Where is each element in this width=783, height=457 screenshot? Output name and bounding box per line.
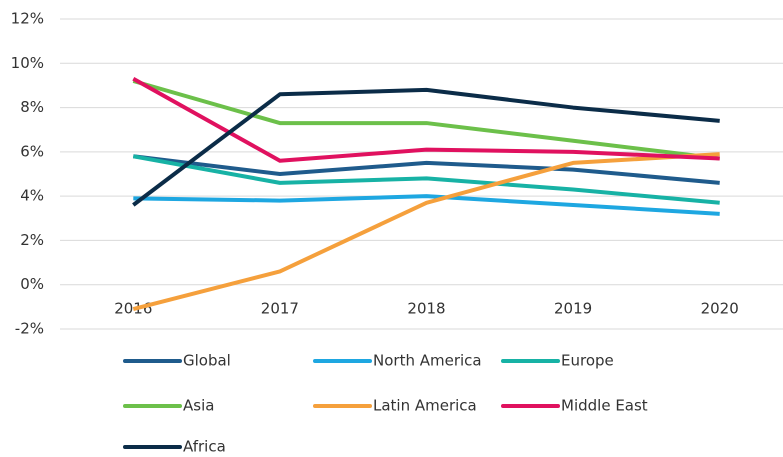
series-line xyxy=(133,154,720,185)
series-line xyxy=(132,154,720,205)
legend-label: Global xyxy=(183,352,231,370)
y-tick-label: 4% xyxy=(20,187,44,205)
y-tick-label: 6% xyxy=(20,142,44,160)
x-tick-label: 2018 xyxy=(407,300,445,318)
y-tick-label: 2% xyxy=(20,231,44,249)
series-line xyxy=(133,194,720,216)
series-line xyxy=(132,79,720,161)
y-tick-label: 8% xyxy=(20,98,44,116)
legend-label: Africa xyxy=(183,438,226,456)
legend-label: Asia xyxy=(183,397,214,415)
y-tick-label: 12% xyxy=(11,10,44,28)
legend-label: Middle East xyxy=(561,397,648,415)
series-line xyxy=(132,152,720,312)
x-tick-label: 2017 xyxy=(261,300,299,318)
legend-label: Latin America xyxy=(373,397,477,415)
y-tick-label: 10% xyxy=(11,54,44,72)
legend-label: Europe xyxy=(561,352,614,370)
y-tick-label: -2% xyxy=(15,320,44,338)
y-tick-label: 0% xyxy=(20,275,44,293)
x-tick-label: 2020 xyxy=(701,300,739,318)
x-tick-label: 2019 xyxy=(554,300,592,318)
legend-label: North America xyxy=(373,352,482,370)
series-line xyxy=(132,87,720,207)
